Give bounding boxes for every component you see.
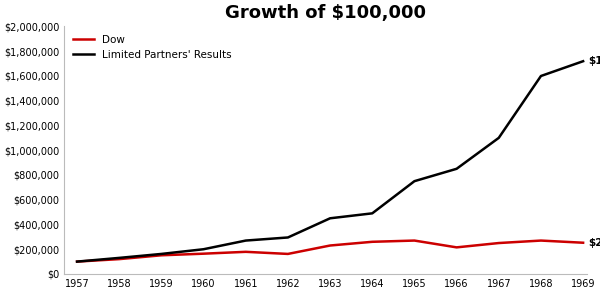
- Dow: [284, 252, 292, 256]
- Limited Partners' Results: [73, 260, 80, 263]
- Limited Partners' Results: [580, 59, 587, 63]
- Dow: [453, 246, 460, 249]
- Limited Partners' Results: [453, 167, 460, 171]
- Dow: [200, 252, 207, 255]
- Text: $252,467: $252,467: [589, 238, 600, 248]
- Text: $1,719,481: $1,719,481: [589, 56, 600, 66]
- Dow: [116, 257, 123, 261]
- Dow: [326, 244, 334, 247]
- Dow: [73, 260, 80, 263]
- Dow: [411, 239, 418, 242]
- Limited Partners' Results: [411, 179, 418, 183]
- Dow: [368, 240, 376, 243]
- Legend: Dow, Limited Partners' Results: Dow, Limited Partners' Results: [68, 31, 236, 64]
- Limited Partners' Results: [284, 236, 292, 239]
- Limited Partners' Results: [200, 248, 207, 251]
- Limited Partners' Results: [326, 217, 334, 220]
- Line: Dow: Dow: [77, 241, 583, 262]
- Limited Partners' Results: [495, 136, 502, 140]
- Title: Growth of $100,000: Growth of $100,000: [226, 4, 427, 22]
- Line: Limited Partners' Results: Limited Partners' Results: [77, 61, 583, 262]
- Limited Partners' Results: [158, 252, 165, 256]
- Limited Partners' Results: [368, 212, 376, 215]
- Dow: [158, 253, 165, 257]
- Limited Partners' Results: [538, 74, 545, 78]
- Dow: [495, 241, 502, 245]
- Dow: [242, 250, 250, 253]
- Dow: [538, 239, 545, 242]
- Limited Partners' Results: [242, 239, 250, 242]
- Dow: [580, 241, 587, 244]
- Limited Partners' Results: [116, 256, 123, 260]
